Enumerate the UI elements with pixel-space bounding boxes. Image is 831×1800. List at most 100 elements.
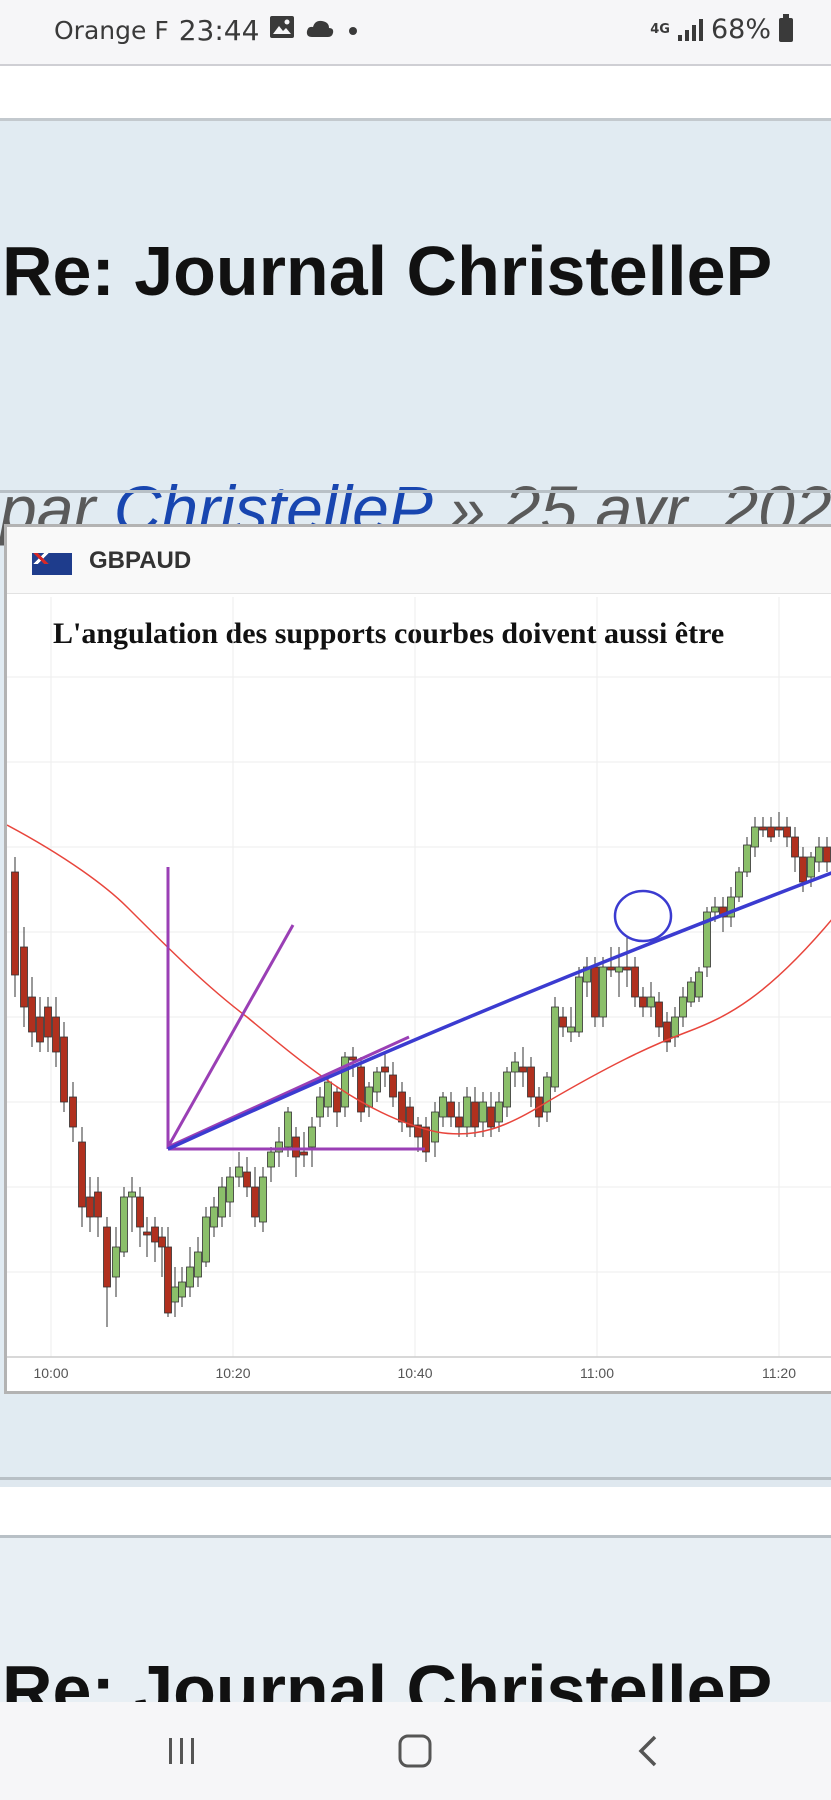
back-icon[interactable] [608, 1726, 688, 1776]
clock: 23:44 [178, 14, 260, 47]
candle [551, 1006, 559, 1088]
recent-apps-icon[interactable] [142, 1726, 222, 1776]
next-post-panel: Re: Journal ChristelleP [0, 1538, 831, 1729]
candle [503, 1071, 511, 1108]
candle [406, 1106, 414, 1128]
candle [511, 1061, 519, 1073]
gb-au-flag-icon [32, 553, 72, 575]
candle [615, 966, 623, 973]
status-bar: Orange F 23:44 4G 68% [0, 0, 831, 66]
candle [251, 1186, 259, 1218]
candle [775, 826, 783, 831]
candle [543, 1076, 551, 1113]
x-tick-label: 10:40 [397, 1365, 432, 1381]
divider [0, 490, 831, 493]
candle [463, 1096, 471, 1128]
candle [373, 1071, 381, 1093]
candle [357, 1066, 365, 1113]
candle [349, 1056, 357, 1061]
candle [575, 976, 583, 1033]
candle [607, 966, 615, 971]
candle [94, 1191, 102, 1218]
signal-icon [677, 18, 703, 41]
x-tick-label: 10:20 [215, 1365, 250, 1381]
chart-symbol: GBPAUD [89, 547, 192, 574]
candle [86, 1196, 94, 1218]
candle [398, 1091, 406, 1123]
candle [28, 996, 36, 1033]
candle [381, 1066, 389, 1073]
candle [663, 1021, 671, 1043]
candle [687, 981, 695, 1003]
candle [783, 826, 791, 838]
candle [210, 1206, 218, 1228]
candle [815, 846, 823, 863]
candle [567, 1026, 575, 1033]
carrier-name: Orange F [54, 16, 169, 45]
candle [308, 1126, 316, 1148]
candle [487, 1106, 495, 1128]
candle [267, 1151, 275, 1168]
candle [36, 1016, 44, 1043]
candle [78, 1141, 86, 1208]
candle [158, 1236, 166, 1248]
candle [103, 1226, 111, 1288]
candle [136, 1196, 144, 1228]
candle [671, 1016, 679, 1038]
steep-trendline [166, 924, 295, 1148]
divider [0, 1535, 831, 1538]
candle [422, 1126, 430, 1153]
candle [20, 946, 28, 1008]
circle-annotation [613, 889, 673, 943]
candle [647, 996, 655, 1008]
shallow-trendline [167, 1035, 410, 1149]
candle [591, 966, 599, 1018]
candle [164, 1246, 172, 1314]
x-tick-label: 11:20 [762, 1365, 796, 1381]
candle [655, 1001, 663, 1028]
candle [455, 1116, 463, 1128]
candle [186, 1266, 194, 1288]
navigation-bar [0, 1702, 831, 1800]
battery-icon [779, 13, 793, 42]
candle [128, 1191, 136, 1198]
candle [69, 1096, 77, 1128]
candle [60, 1036, 68, 1103]
home-icon[interactable] [375, 1726, 455, 1776]
x-tick-label: 10:00 [33, 1365, 68, 1381]
candle [799, 856, 807, 883]
candle [275, 1141, 283, 1153]
candle [519, 1066, 527, 1073]
divider [0, 118, 831, 121]
candle [631, 966, 639, 998]
moving-average-line [7, 824, 831, 1135]
candle [316, 1096, 324, 1118]
candle [202, 1216, 210, 1263]
candle [527, 1066, 535, 1098]
candle [695, 971, 703, 998]
candle [471, 1101, 479, 1128]
chart-image[interactable]: GBPAUD L'angulation des supports courbes… [4, 524, 831, 1394]
candle [599, 966, 607, 1018]
divider [0, 1477, 831, 1480]
chart-annotation-title: L'angulation des supports courbes doiven… [53, 617, 725, 650]
candle [151, 1226, 159, 1243]
post-title[interactable]: Re: Journal ChristelleP [2, 232, 773, 310]
cloud-icon [305, 16, 335, 46]
candle [284, 1111, 292, 1148]
candle [333, 1091, 341, 1113]
candle [243, 1171, 251, 1188]
candle [259, 1176, 267, 1223]
candle [727, 896, 735, 918]
image-icon [269, 15, 295, 46]
candle [791, 836, 799, 858]
candle [341, 1056, 349, 1108]
battery-percent: 68% [710, 14, 771, 45]
candle [495, 1101, 503, 1123]
candle [171, 1286, 179, 1303]
candle [807, 856, 815, 878]
candle [300, 1151, 308, 1156]
dot-icon [345, 16, 361, 46]
candle [112, 1246, 120, 1278]
candle [743, 844, 751, 873]
